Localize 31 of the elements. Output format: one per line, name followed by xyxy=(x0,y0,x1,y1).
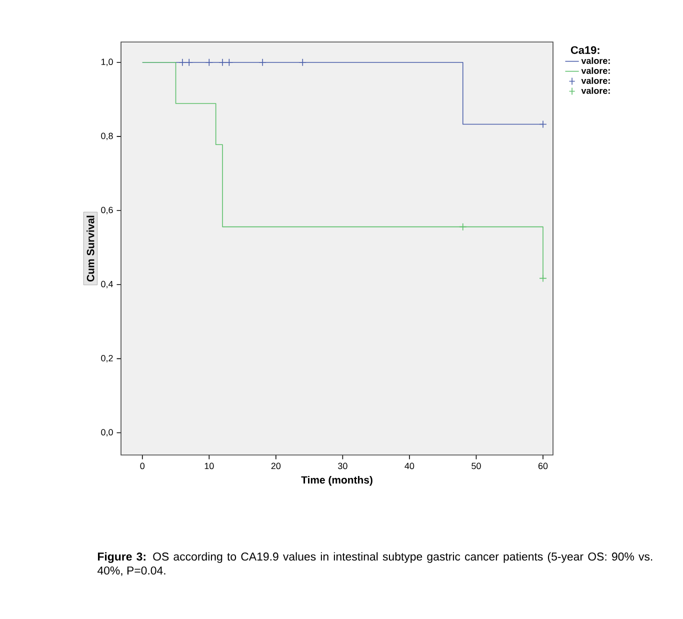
y-tick-label: 0,6 xyxy=(101,206,113,214)
x-axis-title: Time (months) xyxy=(301,476,372,486)
y-tick-label: 0,8 xyxy=(101,132,113,140)
legend-label: valore: xyxy=(581,67,610,74)
text: Figure 3: OS according to CA19.9 values in intestinal subtype gastric cancer patients (5-year OS: 90% vs. 40%, P=0.04. xyxy=(97,552,652,576)
point xyxy=(218,58,226,66)
point xyxy=(178,58,186,66)
y-tick-label: 1,0 xyxy=(101,58,113,66)
x-tick-label: 10 xyxy=(204,462,214,470)
x-tick-label: 50 xyxy=(472,462,481,470)
point xyxy=(298,58,307,66)
legend-label: valore: xyxy=(581,87,610,94)
point xyxy=(205,58,214,66)
x-tick-label: 0 xyxy=(140,462,145,470)
legend-label: valore: xyxy=(581,57,610,64)
x-tick-label: 60 xyxy=(538,462,548,470)
x-tick-label: 40 xyxy=(404,462,414,470)
point xyxy=(258,58,266,66)
x-tick-label: 30 xyxy=(338,462,348,470)
y-tick-label: 0,2 xyxy=(101,354,113,362)
y-tick-label: 0,4 xyxy=(101,280,113,288)
point xyxy=(225,58,234,66)
legend-label: valore: xyxy=(581,77,610,84)
y-axis-title: Cum Survival xyxy=(86,216,94,282)
y-tick-label: 0,0 xyxy=(101,429,113,436)
x-tick-label: 20 xyxy=(271,462,281,470)
legend-title: Ca19: xyxy=(570,46,600,54)
point xyxy=(185,58,193,66)
point xyxy=(539,274,547,282)
point xyxy=(458,222,467,231)
point xyxy=(539,120,547,128)
